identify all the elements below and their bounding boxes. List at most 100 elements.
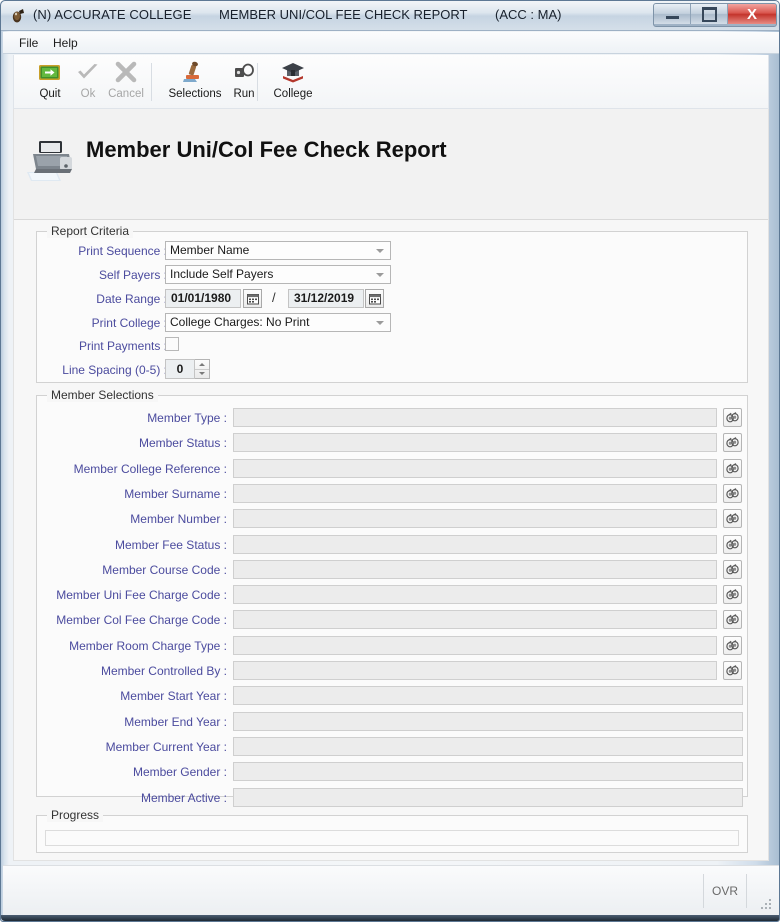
chevron-down-icon xyxy=(376,321,384,325)
toolbar-label-quit: Quit xyxy=(39,88,61,100)
member-selection-input[interactable] xyxy=(233,686,743,706)
toolbar-button-college[interactable]: College xyxy=(262,59,324,105)
cancel-x-icon xyxy=(113,59,139,85)
date-to-input[interactable]: 31/12/2019 xyxy=(288,289,364,308)
close-button[interactable]: X xyxy=(728,4,776,24)
member-selection-input[interactable] xyxy=(233,736,743,756)
printer-icon xyxy=(24,137,80,187)
menu-item-help[interactable]: Help xyxy=(53,36,78,50)
print-sequence-label: Print Sequence : xyxy=(78,244,167,258)
report-criteria-legend: Report Criteria xyxy=(47,224,134,238)
selections-icon xyxy=(182,59,208,85)
self-payers-select[interactable]: Include Self Payers xyxy=(165,265,391,284)
binoculars-lookup-icon-button[interactable] xyxy=(723,509,742,529)
toolbar-label-cancel: Cancel xyxy=(108,88,144,100)
member-selection-input[interactable] xyxy=(233,610,717,630)
status-overwrite-indicator[interactable]: OVR xyxy=(703,874,747,908)
calendar-icon xyxy=(368,293,381,304)
print-college-value: College Charges: No Print xyxy=(170,315,310,329)
close-icon: X xyxy=(746,5,757,23)
binoculars-lookup-icon-button[interactable] xyxy=(723,483,742,503)
member-selections-legend: Member Selections xyxy=(47,388,158,402)
window-title-account: (ACC : MA) xyxy=(495,7,562,22)
progress-legend: Progress xyxy=(47,808,104,822)
member-selection-input[interactable] xyxy=(233,661,717,680)
date-from-input[interactable]: 01/01/1980 xyxy=(165,289,241,308)
toolbar-label-college: College xyxy=(273,88,313,100)
member-selection-input[interactable] xyxy=(233,711,743,731)
progress-group: Progress xyxy=(36,808,748,853)
status-bar: OVR xyxy=(3,865,779,915)
quit-icon xyxy=(37,59,63,85)
minimize-button[interactable] xyxy=(654,4,691,24)
binoculars-lookup-icon-button[interactable] xyxy=(723,610,742,630)
binoculars-lookup-icon-button[interactable] xyxy=(723,408,742,427)
toolbar-button-selections[interactable]: Selections xyxy=(159,59,231,105)
binoculars-lookup-icon-button[interactable] xyxy=(723,585,742,605)
toolbar-button-cancel[interactable]: Cancel xyxy=(96,59,156,105)
chevron-down-icon xyxy=(376,273,384,277)
member-selection-input[interactable] xyxy=(233,458,717,478)
toolbar-label-ok: Ok xyxy=(80,88,96,100)
line-spacing-decrement[interactable] xyxy=(195,370,209,379)
self-payers-label: Self Payers : xyxy=(98,268,167,282)
menu-bar: File Help xyxy=(3,32,779,54)
run-icon xyxy=(231,59,257,85)
binoculars-lookup-icon-button[interactable] xyxy=(723,559,742,579)
menu-item-file[interactable]: File xyxy=(19,36,39,50)
member-selection-input[interactable] xyxy=(233,509,717,529)
binoculars-lookup-icon-button[interactable] xyxy=(723,458,742,478)
toolbar-separator-1 xyxy=(151,63,152,101)
maximize-button[interactable] xyxy=(691,4,728,24)
print-payments-checkbox[interactable] xyxy=(165,337,179,351)
minimize-icon xyxy=(665,15,679,19)
resize-grip[interactable] xyxy=(759,897,773,911)
toolbar-button-ok[interactable]: Ok xyxy=(58,59,118,105)
binoculars-lookup-icon-button[interactable] xyxy=(723,635,742,655)
member-selection-label: Member Surname : xyxy=(124,486,227,501)
binoculars-lookup-icon-button[interactable] xyxy=(723,661,742,680)
calendar-button-from[interactable] xyxy=(243,289,262,308)
line-spacing-stepper[interactable]: 0 xyxy=(165,359,210,379)
member-selection-label: Member Col Fee Charge Code : xyxy=(56,613,227,628)
member-selections-group: Member Selections Member Type : Member St… xyxy=(36,388,748,807)
line-spacing-label: Line Spacing (0-5) : xyxy=(62,363,167,377)
toolbar-button-quit[interactable]: Quit xyxy=(20,59,80,105)
toolbar-label-run: Run xyxy=(233,88,255,100)
member-selection-label: Member Active : xyxy=(140,790,227,805)
caret-up-icon xyxy=(199,362,205,366)
member-selection-input[interactable] xyxy=(233,787,743,807)
progress-bar xyxy=(45,830,739,846)
title-bar: (N) ACCURATE COLLEGE MEMBER UNI/COL FEE … xyxy=(1,1,779,31)
member-selection-label: Member Status : xyxy=(138,436,227,451)
toolbar-button-run[interactable]: Run xyxy=(214,59,274,105)
member-selection-input[interactable] xyxy=(233,585,717,605)
self-payers-value: Include Self Payers xyxy=(170,267,274,281)
page-banner: Member Uni/Col Fee Check Report xyxy=(14,109,768,220)
member-selection-input[interactable] xyxy=(233,534,717,554)
binoculars-lookup-icon-button[interactable] xyxy=(723,433,742,453)
member-selection-input[interactable] xyxy=(233,635,717,655)
member-selection-label: Member Course Code : xyxy=(102,562,227,577)
line-spacing-value[interactable]: 0 xyxy=(165,359,195,379)
ok-check-icon xyxy=(75,59,101,85)
print-sequence-select[interactable]: Member Name xyxy=(165,241,391,260)
member-selection-input[interactable] xyxy=(233,559,717,579)
calendar-icon xyxy=(246,293,259,304)
member-selection-input[interactable] xyxy=(233,762,743,782)
member-selection-input[interactable] xyxy=(233,408,717,427)
member-selection-label: Member Start Year : xyxy=(120,689,227,704)
toolbar-label-selections: Selections xyxy=(168,88,222,100)
calendar-button-to[interactable] xyxy=(365,289,384,308)
binoculars-lookup-icon-button[interactable] xyxy=(723,534,742,554)
member-selection-input[interactable] xyxy=(233,433,717,453)
member-selection-input[interactable] xyxy=(233,483,717,503)
maximize-icon xyxy=(701,6,717,22)
caret-down-icon xyxy=(199,372,205,376)
member-selection-label: Member Room Charge Type : xyxy=(69,638,227,653)
college-icon xyxy=(280,59,306,85)
line-spacing-buttons xyxy=(195,359,210,379)
date-range-label: Date Range : xyxy=(96,292,167,306)
print-college-select[interactable]: College Charges: No Print xyxy=(165,313,391,332)
line-spacing-increment[interactable] xyxy=(195,360,209,370)
